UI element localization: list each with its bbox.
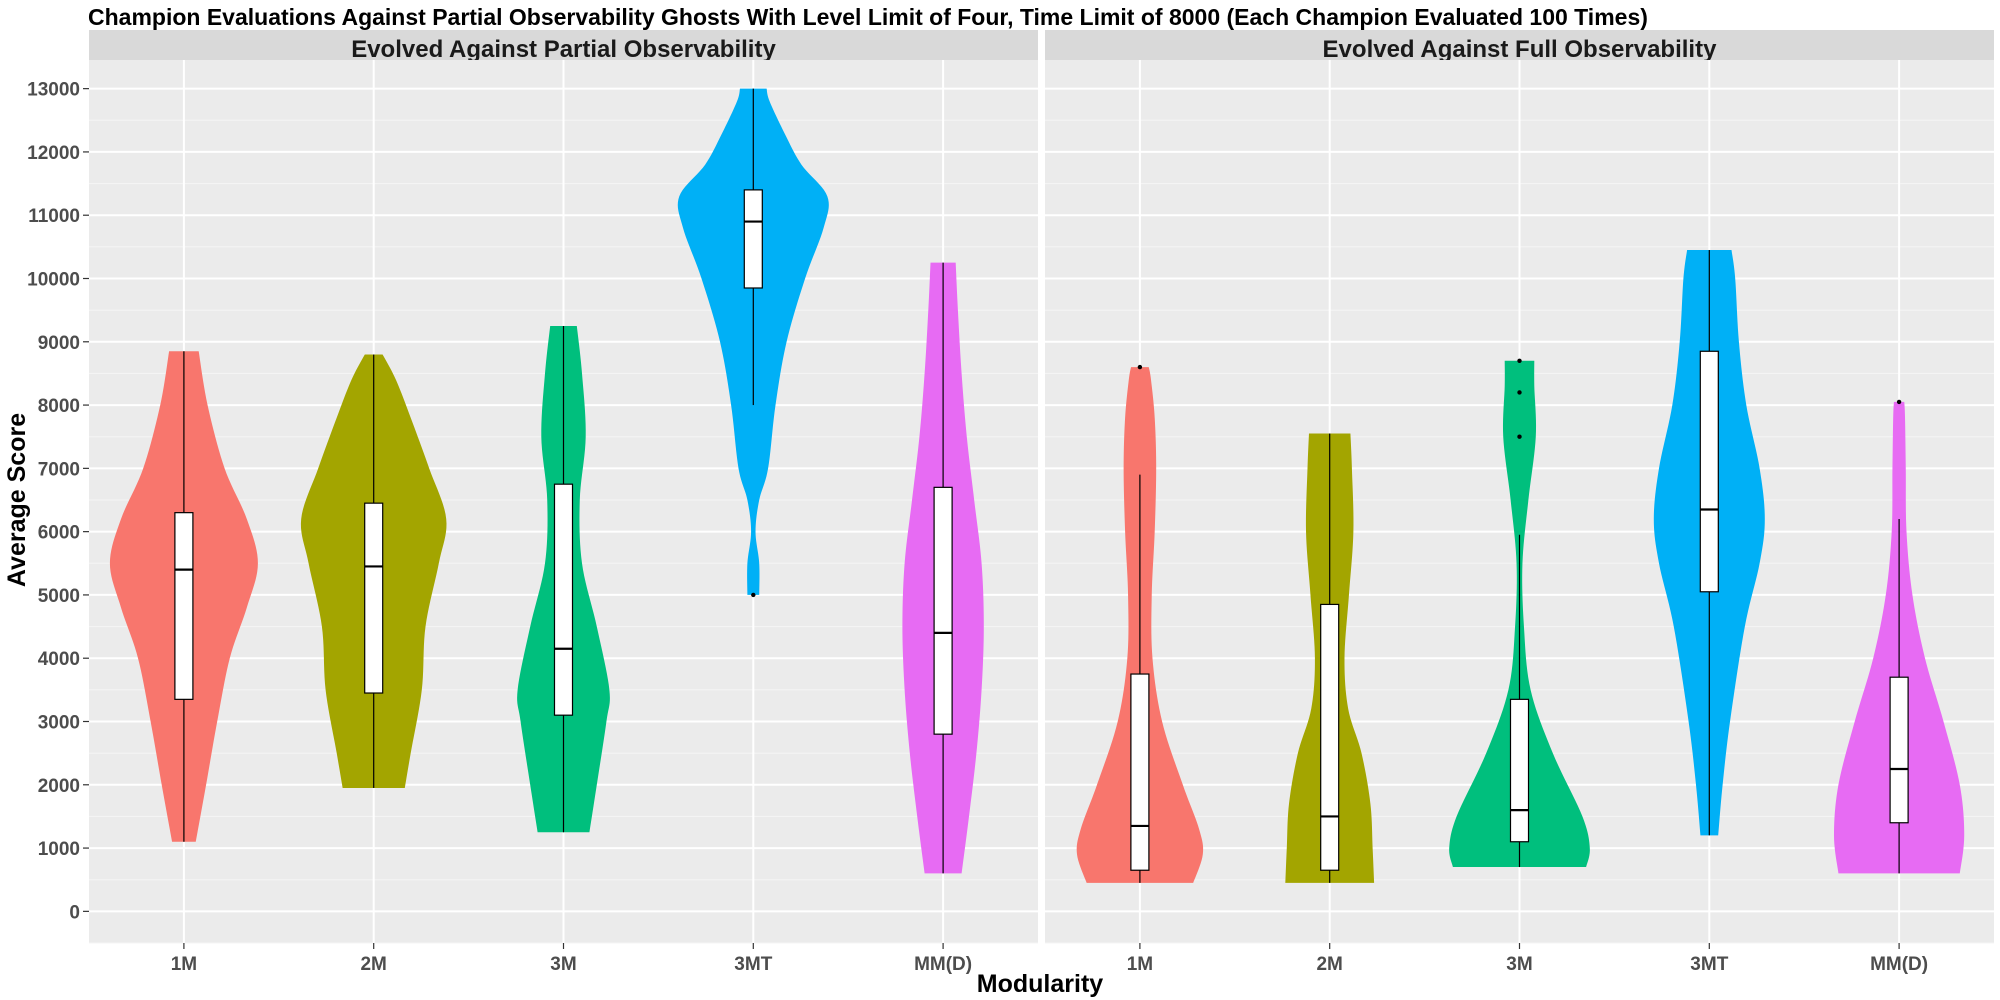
y-axis: 0 1000 2000 3000 4000 5000 6000 7000 8000 9000 100… [27,80,89,923]
y-tick-label: 9000 [38,333,80,354]
x-tick-label: 2M [1316,954,1342,975]
box-iqr [1130,673,1150,871]
y-tick-label: 5000 [38,586,80,607]
box-iqr [1320,603,1340,871]
y-tick-label: 6000 [38,523,80,544]
box-iqr [743,189,763,289]
x-tick-label: MM(D) [914,954,972,975]
y-tick-label: 10000 [27,270,80,291]
facet-strip [89,30,1038,60]
box-iqr [933,486,953,735]
y-tick-label: 7000 [38,459,80,480]
facet-strip-label: Evolved Against Partial Observability [351,36,776,63]
outlier-point [1517,358,1522,363]
y-tick-label: 1000 [38,839,80,860]
box-iqr [1509,698,1530,843]
x-tick-label: 1M [171,954,197,975]
box-iqr [553,483,574,716]
x-tick-label: 1M [1127,954,1153,975]
outlier-point [1517,390,1522,395]
box-iqr [364,502,384,694]
x-tick-label: 3MT [1690,954,1728,975]
y-tick-label: 11000 [28,206,80,227]
y-tick-label: 2000 [38,776,80,797]
box-iqr [1889,676,1909,824]
x-tick-label: 3MT [734,954,772,975]
y-tick-label: 8000 [38,396,80,417]
box-iqr [1699,350,1719,593]
outlier-point [1896,399,1902,405]
chart-title: Champion Evaluations Against Partial Obs… [88,4,1648,30]
outlier-point [1517,434,1522,439]
facet-panel: Evolved Against Full Observability 1M 2M 3M… [1045,30,1994,975]
y-tick-label: 0 [69,902,80,923]
y-axis-title: Average Score [3,413,31,587]
x-tick-label: MM(D) [1870,954,1928,975]
facet-strip-label: Evolved Against Full Observability [1323,36,1718,63]
x-tick-label: 2M [360,954,386,975]
box-iqr [174,512,194,700]
y-tick-label: 4000 [38,649,80,670]
y-tick-label: 13000 [27,80,80,101]
x-tick-label: 3M [1506,954,1532,975]
outlier-point [1137,364,1143,370]
x-tick-label: 3M [550,954,576,975]
outlier-point [751,592,756,598]
y-tick-label: 12000 [27,143,80,164]
facet-panel: Evolved Against Partial Observability 1M 2… [89,30,1038,975]
x-axis-title: Modularity [977,970,1103,998]
facet-strip [1045,30,1994,60]
y-tick-label: 3000 [38,713,80,734]
